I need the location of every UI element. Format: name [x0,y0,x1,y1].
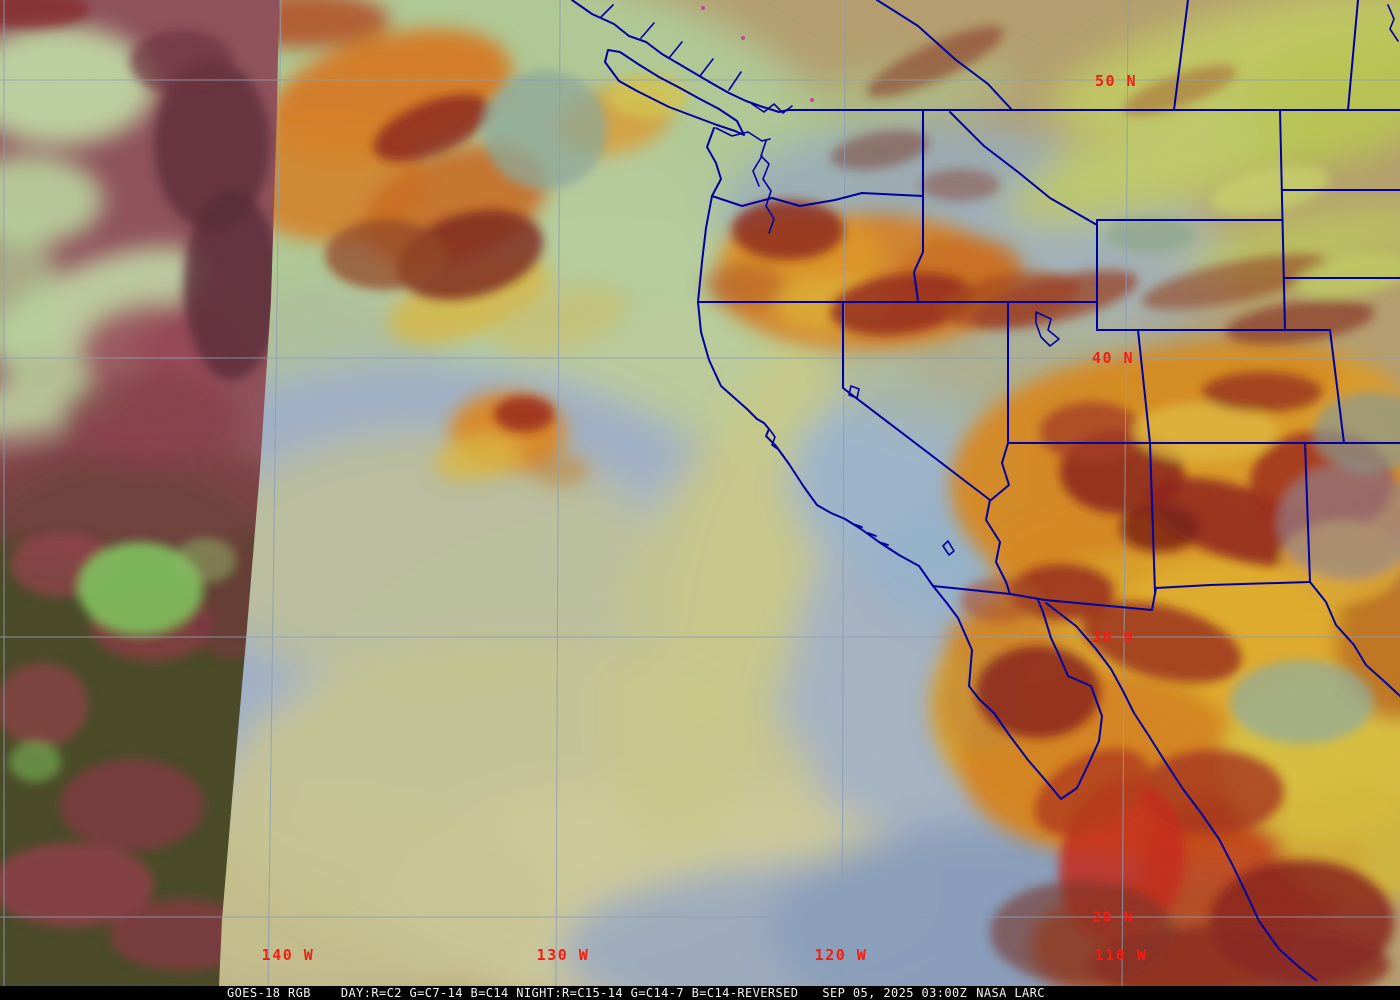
bc-ab-border [876,0,1013,111]
lon-label-130w: 130 W [537,946,590,964]
gridline-lon-140w [267,0,282,986]
nv-az-border [990,442,1010,501]
lat-label-50n: 50 N [1095,72,1137,90]
mexico-mainland-coastline [1045,602,1317,981]
ca-nv-border [842,301,1011,595]
us-mexico-border [932,581,1311,611]
channel-islands [852,523,889,546]
nm-tx-border [1304,442,1311,583]
bc-fjords [600,4,742,91]
ab-sk-border [1173,0,1189,111]
puget-sound [715,127,775,234]
id-mt-border [949,111,1098,226]
mt-nd-wy-east-border [1279,109,1286,331]
status-datetime: SEP 05, 2025 03:00Z [822,986,968,1000]
lon-label-110w: 110 W [1095,946,1148,964]
salton-sea [942,540,955,556]
rio-grande [1309,581,1400,697]
san-juan-islands [751,103,793,114]
west-coastline [697,127,1103,800]
canada-lakes [1387,4,1399,42]
coordinate-labels: 50 N 40 N 30 N 20 N 140 W 130 W 120 W 11… [262,72,1148,964]
lat-label-20n: 20 N [1092,908,1134,926]
great-salt-lake [1035,311,1060,347]
status-rgb-recipe: DAY:R=C2 G=C7-14 B=C14 NIGHT:R=C15-14 G=… [340,986,799,1000]
bc-coastline [571,0,789,113]
co-ks-border [1329,329,1345,444]
az-nm-border [1149,442,1156,593]
ut-co-border [1137,329,1151,444]
status-credit: NASA LARC [976,986,1045,1000]
lon-label-140w: 140 W [262,946,315,964]
gridline-lon-110w [1121,0,1129,986]
gridline-lon-130w [555,0,561,986]
wa-or-id-border [913,109,924,302]
lake-tahoe [848,385,860,399]
lon-label-120w: 120 W [815,946,868,964]
sf-bay [769,429,780,451]
lat-label-40n: 40 N [1092,349,1134,367]
hotspot-dots [701,6,814,102]
lat-label-30n: 30 N [1092,628,1134,646]
status-product-label: GOES-18 RGB [227,986,311,1000]
vancouver-island [604,49,745,136]
status-bar: GOES-18 RGB DAY:R=C2 G=C7-14 B=C14 NIGHT:… [0,986,1400,1000]
map-overlay-borders [571,0,1400,981]
wa-or-border [711,192,924,207]
sk-mb-border [1347,0,1359,111]
gridline-lon-120w [841,0,846,986]
